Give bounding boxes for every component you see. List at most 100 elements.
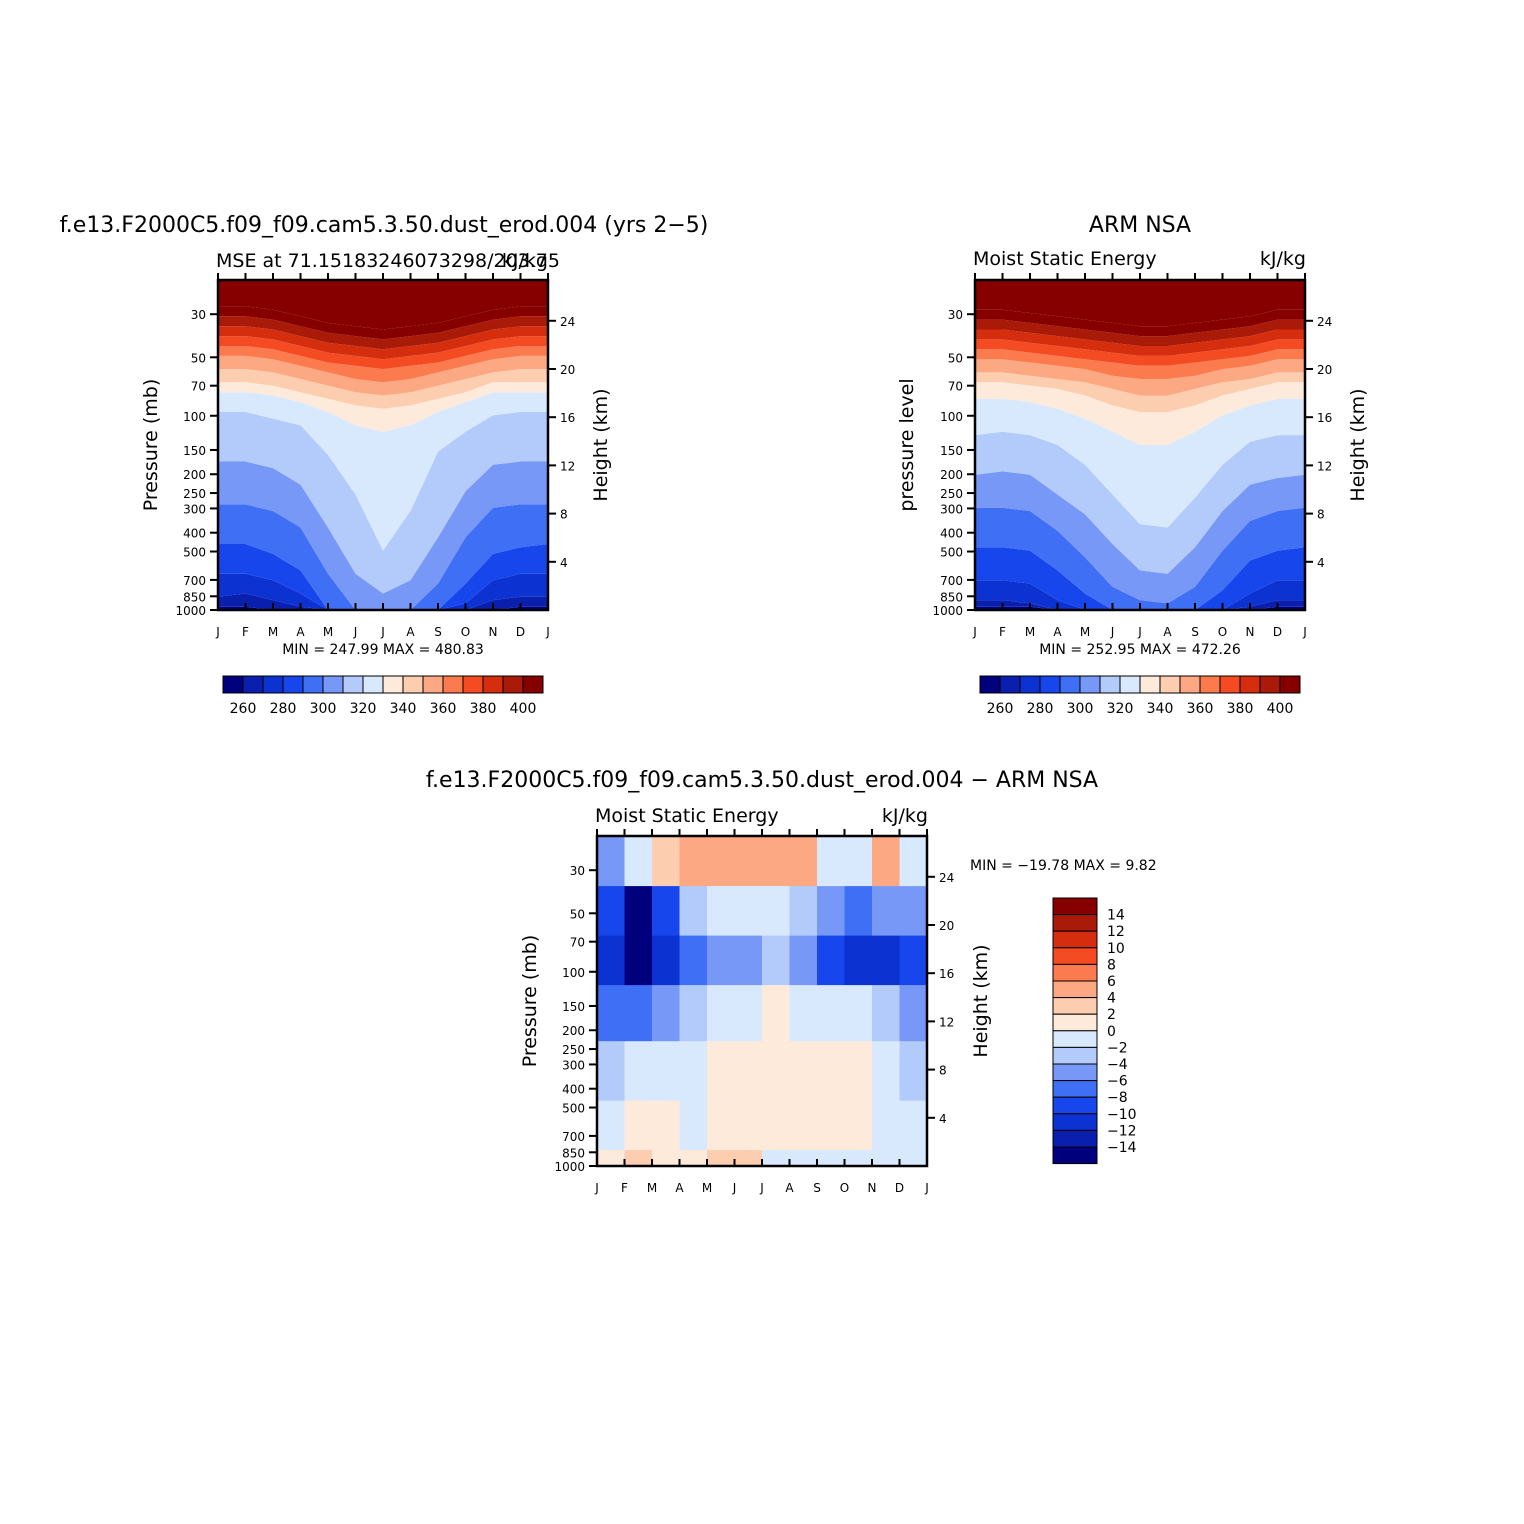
y-tick-label: 1000 — [932, 604, 963, 618]
contour-band — [218, 412, 548, 594]
colorbar-label: −6 — [1107, 1074, 1128, 1090]
contour-band — [218, 392, 548, 551]
colorbar-swatch — [522, 675, 544, 694]
contour-cell — [679, 885, 708, 936]
colorbar-swatch — [442, 675, 464, 694]
colorbar-label: −4 — [1107, 1057, 1128, 1073]
contour-cell — [762, 984, 791, 1042]
contour-band — [218, 316, 548, 350]
contour-cell — [872, 1040, 901, 1101]
colorbar-swatch — [1099, 675, 1121, 694]
obs-left-string: Moist Static Energy — [973, 248, 1157, 270]
contour-cell — [872, 885, 901, 936]
contour-cell — [624, 885, 653, 936]
obs-y2-label: Height (km) — [1347, 388, 1369, 501]
contour-cell — [762, 1100, 791, 1151]
colorbar-label: 4 — [1107, 991, 1116, 1007]
y-tick-label: 150 — [940, 444, 963, 458]
colorbar-swatch — [1139, 675, 1161, 694]
y2-tick-label: 12 — [560, 459, 575, 473]
contour-cell — [652, 935, 681, 986]
contour-cell — [679, 1100, 708, 1151]
contour-cell — [597, 935, 626, 986]
obs-colorbar: 260 280 300 320 340 360 380 400 — [979, 675, 1301, 717]
y2-tick-label: 8 — [1317, 508, 1325, 522]
y2-tick-label: 24 — [1317, 315, 1332, 329]
colorbar-label: 400 — [1267, 701, 1294, 717]
colorbar-label: 10 — [1107, 941, 1125, 957]
contour-cell — [789, 1040, 818, 1101]
x-tick-label: J — [594, 1181, 599, 1195]
y-tick-label: 850 — [183, 590, 206, 604]
contour-band — [975, 398, 1305, 528]
y-tick-label: 200 — [183, 468, 206, 482]
contour-band — [975, 600, 1305, 610]
model-panel: f.e13.F2000C5.f09_f09.cam5.3.50.dust_ero… — [60, 213, 709, 717]
colorbar-swatch — [1219, 675, 1241, 694]
colorbar-swatch — [382, 675, 404, 694]
colorbar-swatch — [1019, 675, 1041, 694]
x-tick-label: J — [732, 1181, 737, 1195]
x-tick-label: A — [1163, 625, 1172, 639]
x-tick-label: J — [380, 625, 385, 639]
colorbar-swatch — [1052, 997, 1098, 1015]
contour-band — [218, 544, 548, 610]
x-tick-label: S — [1191, 625, 1199, 639]
contour-cell — [707, 935, 736, 986]
contour-cell — [734, 1100, 763, 1151]
x-tick-label: M — [647, 1181, 657, 1195]
colorbar-label: −2 — [1107, 1040, 1128, 1056]
y-tick-label: 250 — [940, 487, 963, 501]
model-minmax: MIN = 247.99 MAX = 480.83 — [282, 642, 484, 658]
contour-cell — [817, 1149, 846, 1167]
colorbar-label: 360 — [1187, 701, 1214, 717]
colorbar-swatch — [402, 675, 424, 694]
contour-cell — [652, 1040, 681, 1101]
contour-cell — [597, 984, 626, 1042]
colorbar-swatch — [282, 675, 304, 694]
contour-cell — [899, 1040, 928, 1101]
contour-band — [218, 336, 548, 370]
colorbar-swatch — [362, 675, 384, 694]
contour-cell — [899, 935, 928, 986]
contour-band — [218, 280, 548, 330]
obs-title: ARM NSA — [1089, 213, 1191, 238]
y-tick-label: 200 — [562, 1024, 585, 1038]
x-tick-label: M — [702, 1181, 712, 1195]
y-tick-label: 500 — [562, 1102, 585, 1116]
x-tick-label: F — [242, 625, 249, 639]
contour-cell — [624, 1100, 653, 1151]
x-tick-label: A — [1053, 625, 1062, 639]
y-tick-label: 1000 — [175, 604, 206, 618]
contour-cell — [844, 1149, 873, 1167]
model-title: f.e13.F2000C5.f09_f09.cam5.3.50.dust_ero… — [60, 213, 709, 238]
colorbar-label: 300 — [310, 701, 337, 717]
y2-tick-label: 16 — [1317, 411, 1332, 425]
y2-tick-label: 24 — [939, 871, 954, 885]
y-tick-label: 50 — [570, 907, 585, 921]
x-tick-label: F — [999, 625, 1006, 639]
x-tick-label: J — [1302, 625, 1307, 639]
contour-cell — [624, 1040, 653, 1101]
colorbar-label: 340 — [1147, 701, 1174, 717]
x-tick-label: J — [924, 1181, 929, 1195]
x-tick-label: J — [545, 625, 550, 639]
contour-cell — [734, 935, 763, 986]
x-tick-label: A — [296, 625, 305, 639]
contour-cell — [679, 1040, 708, 1101]
model-units: kJ/kg — [502, 250, 548, 272]
colorbar-label: 280 — [1027, 701, 1054, 717]
colorbar-swatch — [242, 675, 264, 694]
colorbar-label: 260 — [230, 701, 257, 717]
colorbar-swatch — [1052, 1129, 1098, 1148]
contour-cell — [707, 885, 736, 936]
y2-tick-label: 24 — [560, 315, 575, 329]
contour-cell — [844, 935, 873, 986]
y-tick-label: 850 — [562, 1146, 585, 1160]
x-tick-label: F — [621, 1181, 628, 1195]
y-tick-label: 250 — [183, 487, 206, 501]
y-tick-label: 400 — [183, 527, 206, 541]
x-tick-label: J — [972, 625, 977, 639]
